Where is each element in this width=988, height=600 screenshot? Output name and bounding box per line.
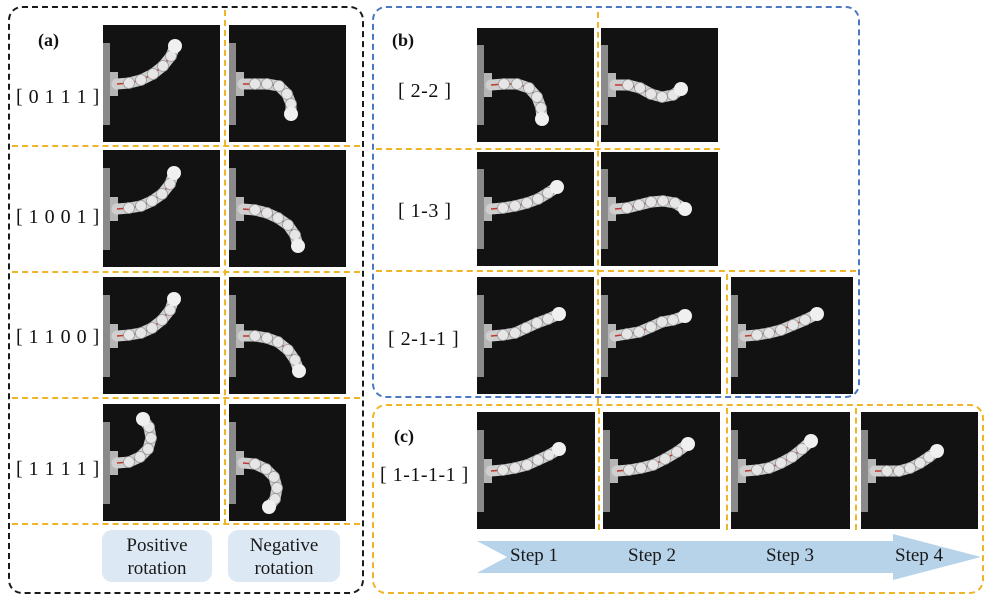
panel-c-frame [372, 404, 984, 594]
column-label: Positive rotation [126, 535, 188, 579]
photo-a-1111-positive [103, 404, 220, 521]
positive-rotation-label: Positive rotation [102, 530, 212, 582]
row-code: [ 1-1-1-1 ] [380, 464, 469, 486]
step-label: Step 3 [766, 545, 815, 566]
row-code: [ 1 0 0 1 ] [16, 206, 100, 228]
row-code: [ 0 1 1 1 ] [16, 86, 100, 108]
step-label: Step 4 [895, 545, 944, 566]
column-label: Negative rotation [249, 535, 319, 579]
separator [597, 12, 599, 404]
panel-a-frame [8, 6, 364, 594]
step-arrow [477, 534, 981, 580]
separator [376, 148, 720, 150]
separator [855, 408, 857, 530]
photo-b-2-1-1-state-2 [601, 277, 721, 394]
photo-b-2-1-1-state-1 [477, 277, 594, 394]
panel-a-label: (a) [38, 30, 59, 50]
photo-c-step-2 [603, 412, 720, 529]
photo-b-1-3-state-2 [601, 152, 718, 266]
panel-b-label: (b) [392, 30, 414, 50]
separator [726, 408, 728, 530]
separator [598, 408, 600, 530]
row-code: [ 1-3 ] [398, 200, 452, 222]
photo-a-1100-positive [103, 277, 220, 394]
separator [12, 145, 360, 147]
separator [12, 271, 360, 273]
separator [224, 10, 226, 525]
negative-rotation-label: Negative rotation [228, 530, 340, 582]
row-code: [ 2-1-1 ] [388, 328, 460, 350]
step-label: Step 2 [628, 545, 677, 566]
photo-c-step-3 [731, 412, 850, 529]
panel-b-frame [372, 6, 860, 398]
photo-b-1-3-state-1 [477, 152, 594, 266]
row-code: [ 1 1 0 0 ] [16, 326, 100, 348]
step-label: Step 1 [510, 545, 559, 566]
row-code: [ 2-2 ] [398, 80, 452, 102]
photo-a-1100-negative [229, 277, 346, 394]
photo-a-1001-positive [103, 150, 220, 267]
separator [726, 274, 728, 394]
photo-a-0111-positive [103, 25, 220, 142]
separator [12, 523, 360, 525]
photo-c-step-1 [477, 412, 595, 529]
photo-c-step-4 [861, 412, 978, 529]
photo-a-1111-negative [229, 404, 346, 521]
separator [12, 397, 360, 399]
row-code: [ 1 1 1 1 ] [16, 458, 100, 480]
photo-a-0111-negative [229, 25, 346, 142]
panel-c-label: (c) [394, 426, 414, 446]
photo-b-2-2-state-2 [601, 28, 718, 142]
separator [376, 270, 856, 272]
photo-b-2-1-1-state-3 [731, 277, 853, 394]
photo-a-1001-negative [229, 150, 346, 267]
photo-b-2-2-state-1 [477, 28, 594, 142]
